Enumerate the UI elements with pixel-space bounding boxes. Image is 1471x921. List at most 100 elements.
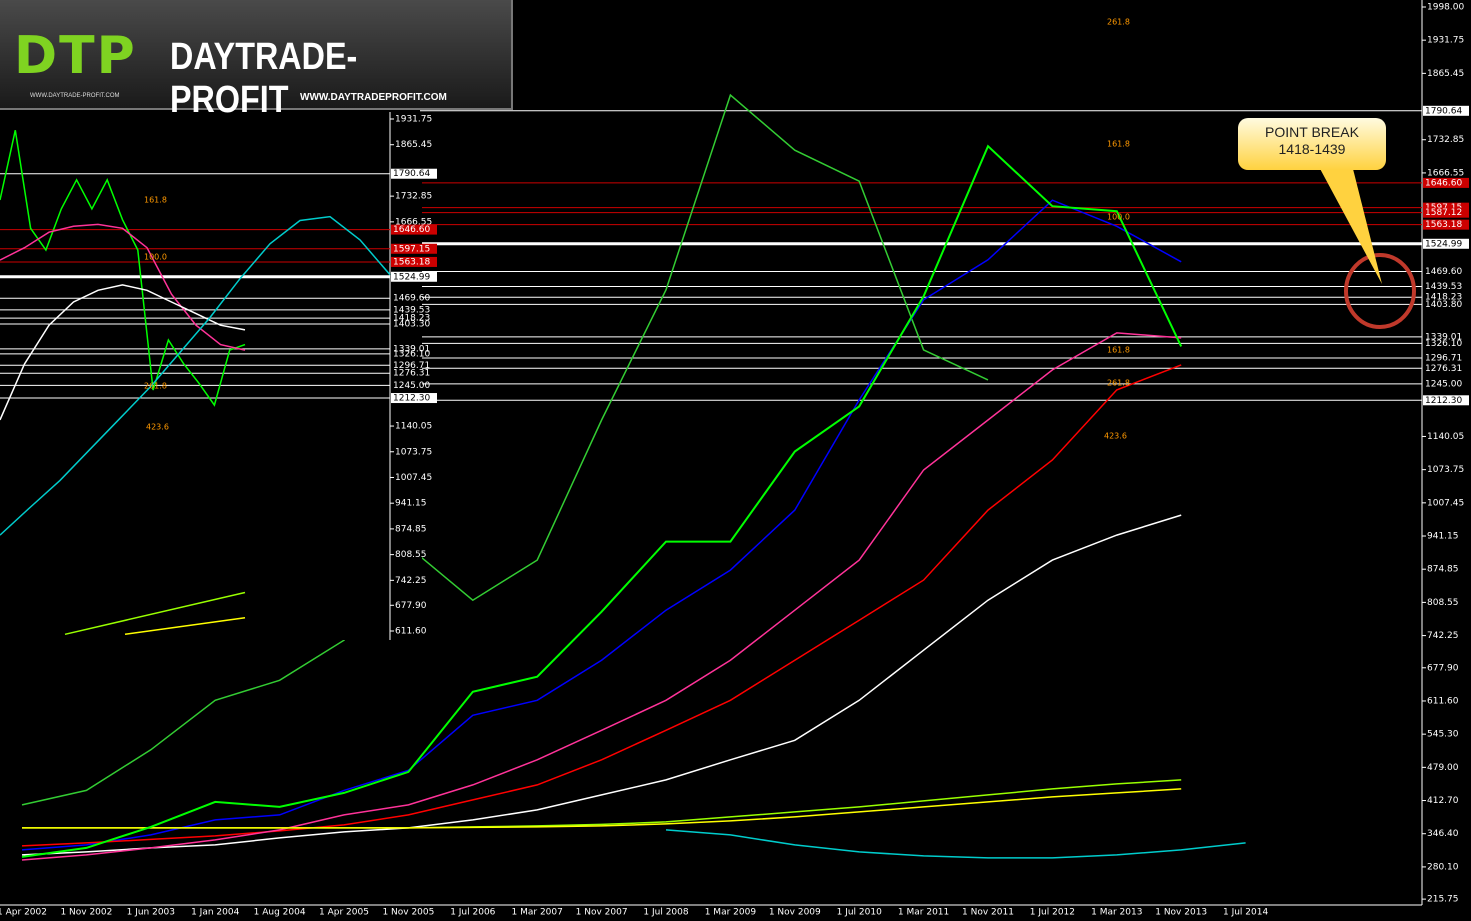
y-tick-label: 611.60 [395,627,427,637]
y-tick-label: 1666.55 [395,217,432,227]
level-label-box [391,224,437,235]
inset-background [0,112,422,640]
level-label: 1276.31 [393,369,430,379]
callout-title: POINT BREAK [1265,124,1359,140]
x-tick-label: 1 Mar 2007 [512,908,563,918]
logo: DTP DAYTRADE-PROFIT WWW.DAYTRADEPROFIT.C… [0,0,513,121]
fib-label: 423.6 [146,423,169,432]
y-tick-label: 941.15 [1427,532,1459,542]
y-tick-label: 412.70 [1427,796,1459,806]
level-label-box [391,256,437,267]
y-tick-label: 742.25 [395,576,427,586]
y-tick-label: 1666.55 [1427,168,1464,178]
level-label-box [391,393,437,404]
inset-chart: 1931.75 1865.45 1732.85 1666.55 1140.05 1073.… [0,115,437,637]
level-label: 1326.10 [1425,339,1462,349]
x-tick-label: 1 Nov 2005 [382,908,434,918]
y-tick-label: 1140.05 [1427,432,1464,442]
x-tick-label: 1 Nov 2011 [962,908,1014,918]
series-line [665,829,1246,859]
level-label: 1790.64 [393,169,430,179]
callout: POINT BREAK 1418-1439 [1238,118,1386,170]
series-line [21,93,989,806]
level-label-box [1423,238,1469,249]
series-line [21,199,1182,851]
y-tick-label: 1073.75 [1427,465,1464,475]
level-label-box [1423,105,1469,116]
level-label: 1418.23 [393,314,430,324]
logo-mark: DTP [14,26,137,86]
x-tick-label: 1 Apr 2002 [0,908,47,918]
logo-url: WWW.DAYTRADEPROFIT.COM [300,92,447,103]
level-label: 1418.23 [1425,293,1462,303]
y-tick-label: 808.55 [1427,598,1459,608]
level-label: 1403.30 [393,319,430,329]
fib-label: 161.8 [1107,346,1130,355]
level-label-box [1423,207,1469,218]
level-label-box [1423,202,1469,213]
series-line [0,130,246,407]
level-label: 1439.53 [1425,282,1462,292]
level-label: 1790.64 [1425,106,1462,116]
fib-label: 261.8 [1107,18,1130,27]
y-tick-label: 1007.45 [1427,498,1464,508]
y-tick-label: 1931.75 [1427,36,1464,46]
y-tick-label: 611.60 [1427,696,1459,706]
level-label: 1403.80 [1425,300,1462,310]
y-tick-label: 1007.45 [395,473,432,483]
x-tick-label: 1 Nov 2007 [576,908,628,918]
logo-url-small: WWW.DAYTRADE-PROFIT.COM [30,93,120,99]
level-label: 1563.18 [1425,220,1462,230]
level-label: 1245.00 [1425,379,1462,389]
level-label: 1276.31 [1425,364,1462,374]
y-tick-label: 1140.05 [395,422,432,432]
series-line [124,616,246,636]
level-label: 1524.99 [1425,239,1462,249]
y-tick-label: 215.75 [1427,895,1459,905]
series-line [22,788,1182,829]
fib-label: 261.8 [144,382,167,391]
y-tick-label: 874.85 [395,524,427,534]
level-label-box [391,168,437,179]
series-line [0,284,246,421]
level-label: 1326.10 [393,349,430,359]
x-tick-label: 1 Nov 2013 [1155,908,1207,918]
level-label: 1296.71 [393,361,430,371]
y-tick-label: 1865.45 [395,140,432,150]
x-tick-label: 1 Nov 2002 [60,908,112,918]
level-label: 1439.53 [393,305,430,315]
level-label: 1597.15 [393,244,430,254]
x-tick-label: 1 Mar 2011 [898,908,949,918]
level-label: 1245.00 [393,381,430,391]
y-tick-label: 1732.85 [1427,135,1464,145]
y-tick-label: 941.15 [395,499,427,509]
x-tick-label: 1 Jul 2008 [643,908,688,918]
x-tick-label: 1 Mar 2013 [1091,908,1142,918]
y-tick-label: 1931.75 [395,115,432,125]
fib-label: 100.0 [144,253,167,262]
callout-range: 1418-1439 [1278,141,1346,157]
highlight-circle [1344,253,1416,329]
y-tick-label: 677.90 [395,601,427,611]
level-label-box [391,243,437,254]
fib-label: 161.8 [144,196,167,205]
level-label: 1212.30 [1425,396,1462,406]
level-label: 1646.60 [1425,178,1462,188]
fib-label: 100.0 [1107,213,1130,222]
level-label-box [391,271,437,282]
series-line [21,144,1183,858]
x-tick-label: 1 Jul 2006 [450,908,495,918]
level-label: 1646.60 [393,225,430,235]
series-line [64,591,246,636]
series-line [0,215,391,536]
x-tick-label: 1 Jul 2012 [1030,908,1075,918]
level-label: 1296.71 [1425,354,1462,364]
level-label: 1212.30 [393,394,430,404]
y-tick-label: 874.85 [1427,565,1459,575]
y-tick-label: 280.10 [1427,862,1459,872]
logo-name: DAYTRADE-PROFIT [170,36,358,121]
level-label: 1339.01 [1425,332,1462,342]
callout-pointer [1318,165,1382,284]
